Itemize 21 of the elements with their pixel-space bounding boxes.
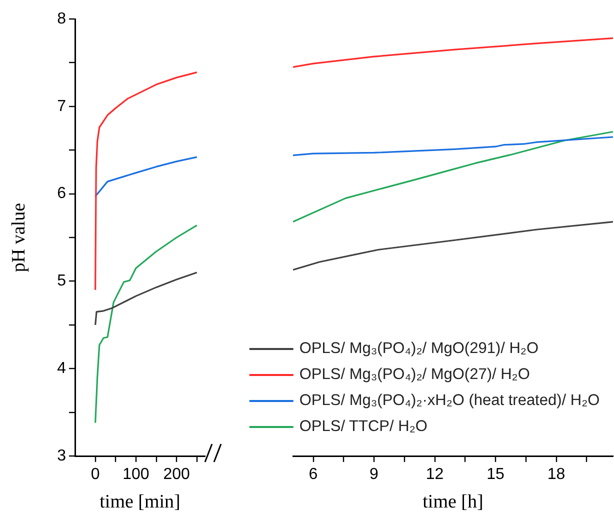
y-tick-label: 4 [57, 360, 66, 378]
x-tick-label: 9 [370, 466, 379, 484]
y-tick-label: 7 [57, 98, 66, 115]
legend-label: OPLS/ Mg₃(PO₄)₂·xH₂O (heat treated)/ H₂O [299, 391, 600, 411]
y-tick-label: 6 [57, 185, 66, 202]
x-axis-title: time [min] [100, 492, 180, 513]
legend-label: OPLS/ Mg₃(PO₄)₂/ MgO(27)/ H₂O [299, 365, 530, 385]
y-tick-label: 5 [57, 272, 66, 290]
x-tick-label: 12 [426, 466, 444, 484]
y-tick-label: 3 [57, 447, 66, 464]
x-tick-label: 200 [163, 466, 190, 484]
legend-label: OPLS/ Mg₃(PO₄)₂/ MgO(291)/ H₂O [299, 339, 538, 359]
y-axis-title: pH value [8, 202, 30, 272]
y-tick-label: 8 [57, 10, 66, 28]
x-tick-label: 15 [486, 466, 505, 484]
x-tick-label: 18 [547, 466, 566, 484]
legend-label: OPLS/ TTCP/ H₂O [299, 417, 428, 437]
x-tick-label: 0 [90, 466, 100, 484]
x-axis-title: time [h] [422, 492, 484, 513]
x-tick-label: 100 [122, 466, 150, 484]
x-tick-label: 6 [308, 466, 318, 484]
